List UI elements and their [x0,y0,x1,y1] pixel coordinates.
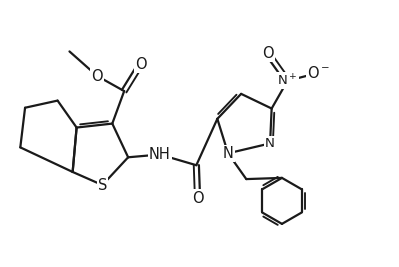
Text: N$^+$: N$^+$ [277,73,298,88]
Text: O: O [192,191,203,206]
Text: N: N [223,146,233,161]
Text: O: O [135,57,147,72]
Text: S: S [98,178,107,193]
Text: NH: NH [149,147,171,162]
Text: O$^-$: O$^-$ [307,65,330,81]
Text: O: O [91,69,103,84]
Text: O: O [262,46,273,61]
Text: N: N [265,137,275,150]
